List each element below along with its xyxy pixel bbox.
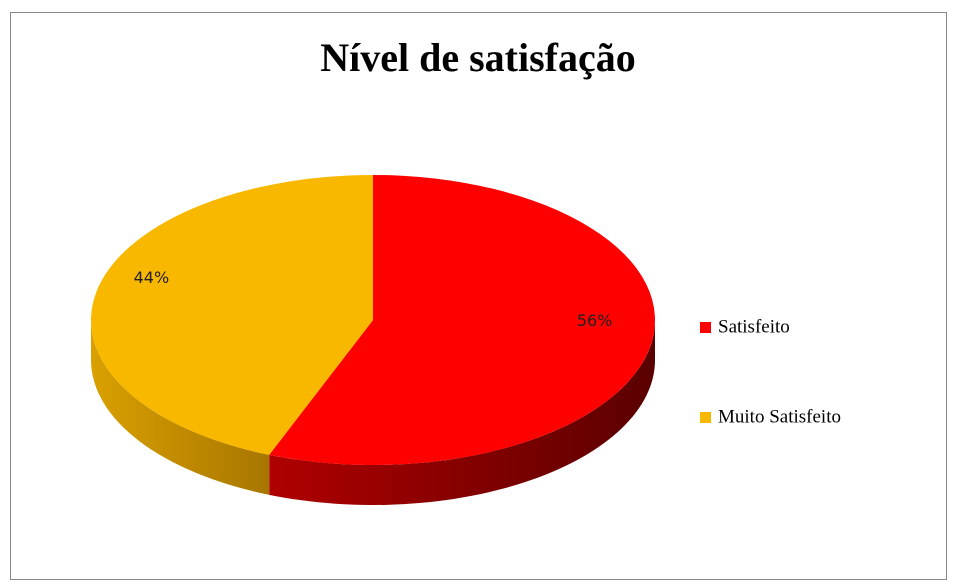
slice	[90, 175, 374, 455]
chart-title: Nível de satisfação	[320, 35, 636, 80]
legend-swatch	[700, 322, 711, 333]
slice-side	[91, 320, 270, 495]
legend-label: Satisfeito	[718, 316, 790, 337]
slice-side	[269, 320, 655, 506]
legend-label: Muito Satisfeito	[718, 406, 841, 427]
legend-swatch	[700, 412, 711, 423]
slice	[269, 175, 655, 465]
data-label: 56%	[577, 311, 613, 330]
data-label: 44%	[134, 268, 170, 287]
